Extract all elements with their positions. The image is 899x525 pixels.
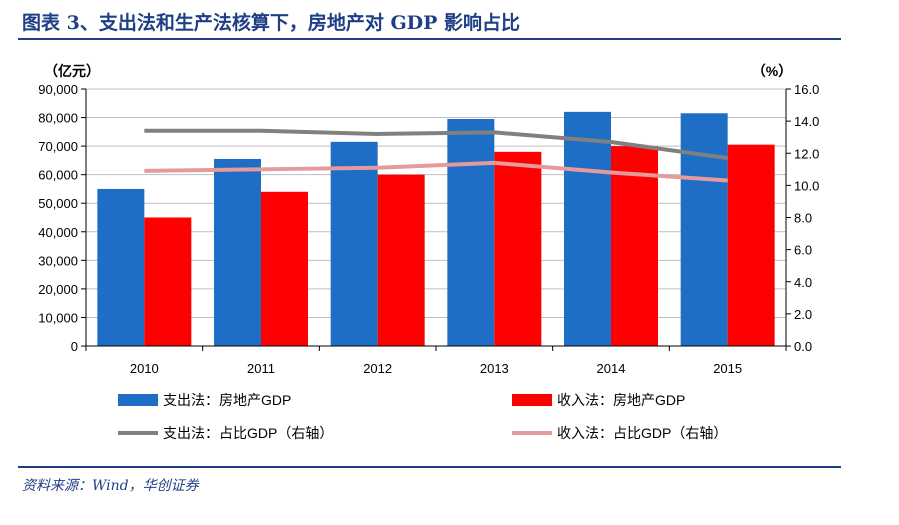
chart: （亿元） （%） 0 10,000 20,000 30,000 40,000 50,000… xyxy=(38,63,819,441)
y-tick-label-left: 60,000 xyxy=(38,168,78,183)
bar-income xyxy=(144,217,192,346)
source-rule xyxy=(18,466,841,468)
line-expenditure-share xyxy=(144,128,728,161)
legend: 支出法：房地产GDP 收入法：房地产GDP 支出法：占比GDP（右轴） 收入法：占比G… xyxy=(118,392,727,441)
y-tick-label-right: 4.0 xyxy=(794,275,812,290)
bar-income xyxy=(261,191,308,346)
y-axis-left-label: （亿元） xyxy=(44,63,100,79)
figure-title: 图表 3、支出法和生产法核算下，房地产对 GDP 影响占比 xyxy=(22,12,521,34)
source-note: 资料来源：Wind，华创证券 xyxy=(22,478,199,494)
bar-expenditure xyxy=(214,158,261,346)
bar-income xyxy=(377,174,425,346)
y-tick-label-left: 70,000 xyxy=(38,139,78,154)
x-tick-label: 2014 xyxy=(597,361,626,376)
y-tick-label-right: 10.0 xyxy=(794,178,819,193)
bar-expenditure xyxy=(680,113,728,347)
bar-expenditure xyxy=(330,141,378,346)
bar-income xyxy=(611,146,658,346)
bar-expenditure xyxy=(447,118,495,346)
y-tick-label-left: 90,000 xyxy=(38,82,78,97)
x-tick-label: 2013 xyxy=(480,361,509,376)
y-tick-label-right: 16.0 xyxy=(794,82,819,97)
legend-label: 支出法：占比GDP（右轴） xyxy=(163,425,333,441)
y-tick-label-right: 8.0 xyxy=(794,211,812,226)
legend-swatch xyxy=(512,394,552,406)
gridlines xyxy=(86,88,786,318)
legend-label: 支出法：房地产GDP xyxy=(163,392,291,408)
bar-income xyxy=(494,151,542,346)
line-income-share xyxy=(144,160,728,183)
y-tick-label-right: 6.0 xyxy=(794,243,812,258)
y-tick-label-right: 2.0 xyxy=(794,307,812,322)
bar-income xyxy=(727,144,775,346)
legend-label: 收入法：房地产GDP xyxy=(557,392,685,408)
lines xyxy=(144,128,728,183)
bar-expenditure xyxy=(564,111,611,346)
legend-label: 收入法：占比GDP（右轴） xyxy=(557,425,727,441)
y-tick-label-right: 12.0 xyxy=(794,146,819,161)
bar-expenditure xyxy=(97,188,145,346)
y-tick-label-right: 0.0 xyxy=(794,339,812,354)
axes: 0 10,000 20,000 30,000 40,000 50,000 60,000 70,… xyxy=(38,82,819,376)
y-tick-label-left: 40,000 xyxy=(38,225,78,240)
y-tick-label-left: 20,000 xyxy=(38,282,78,297)
x-tick-label: 2011 xyxy=(247,361,275,376)
y-tick-label-left: 30,000 xyxy=(38,253,78,268)
y-axis-right-label: （%） xyxy=(752,63,792,79)
x-tick-label: 2012 xyxy=(363,361,392,376)
y-tick-label-left: 10,000 xyxy=(38,310,78,325)
y-tick-label-left: 0 xyxy=(71,339,78,354)
y-tick-label-right: 14.0 xyxy=(794,114,819,129)
y-tick-label-left: 50,000 xyxy=(38,196,78,211)
x-tick-label: 2010 xyxy=(130,361,159,376)
x-tick-label: 2015 xyxy=(713,361,742,376)
bars xyxy=(97,111,775,347)
y-tick-label-left: 80,000 xyxy=(38,111,78,126)
legend-swatch xyxy=(118,394,158,406)
title-rule xyxy=(18,38,841,40)
